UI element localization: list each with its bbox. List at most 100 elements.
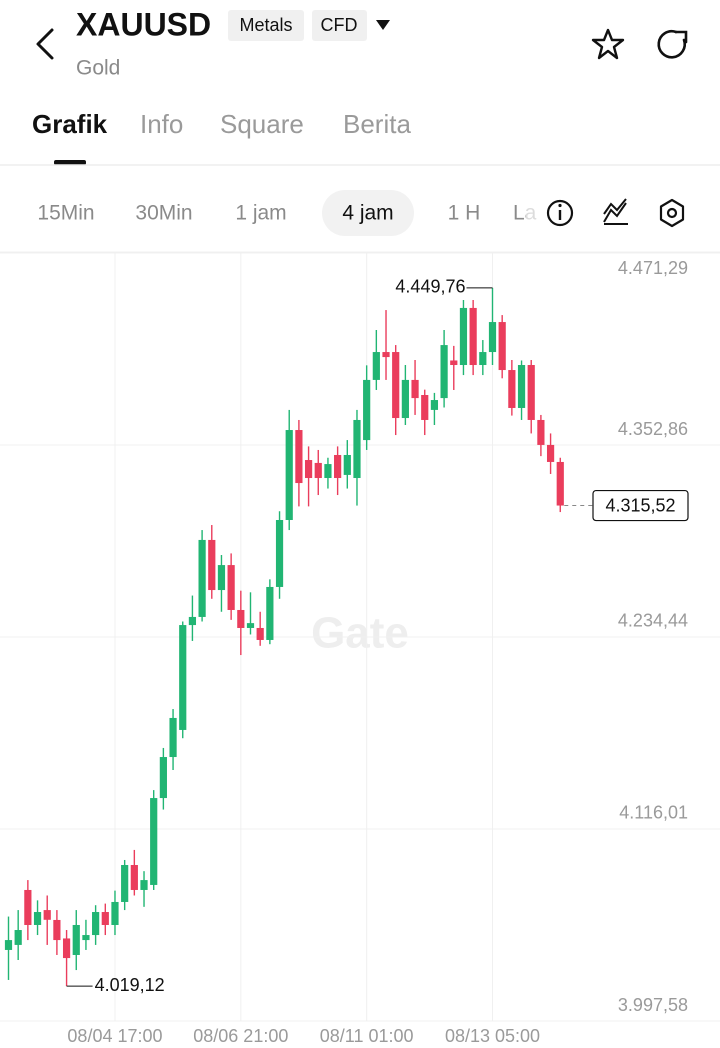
candle-body: [392, 352, 400, 419]
candle-body: [275, 520, 284, 587]
candle-body: [43, 910, 51, 920]
tag: Metals: [239, 15, 292, 35]
candle-body: [111, 901, 119, 925]
candle-body: [92, 912, 100, 936]
candle-body: [4, 940, 13, 950]
instrument-name: Gold: [76, 57, 120, 80]
candle-body: [82, 935, 90, 941]
y-tick-label: 4.352,86: [618, 419, 688, 439]
candle-body: [130, 865, 138, 890]
x-tick-label: 08/11 01:00: [320, 1026, 414, 1046]
fade: [526, 195, 540, 233]
indicator-button[interactable]: [603, 198, 628, 225]
candle-body: [479, 352, 487, 366]
candle-body: [159, 757, 167, 799]
last-price-label: 4.315,52: [605, 495, 675, 515]
x-tick-label: 08/13 05:00: [445, 1026, 540, 1046]
candle-body: [537, 419, 545, 445]
candle-body: [469, 307, 477, 366]
candle-body: [382, 352, 390, 358]
candle-body: [430, 400, 439, 410]
x-tick-label: 08/04 17:00: [67, 1026, 162, 1046]
candle-body: [372, 352, 380, 380]
candle-body: [285, 430, 293, 521]
y-tick-label: 4.471,29: [618, 258, 688, 278]
candle-body: [459, 307, 468, 366]
candle-body: [304, 460, 313, 479]
candle-body: [334, 454, 342, 479]
candle-body: [266, 586, 274, 640]
candle-body: [121, 865, 129, 902]
settings-glyph: [666, 207, 678, 219]
settings-button[interactable]: [659, 198, 685, 228]
candle-body: [324, 464, 332, 479]
candle-body: [227, 565, 235, 610]
candle-body: [440, 345, 448, 399]
candle-body: [498, 322, 506, 371]
candle-body: [53, 919, 61, 941]
candle-body: [256, 627, 264, 640]
back-button[interactable]: [36, 28, 54, 60]
tag-bg: [228, 10, 304, 41]
candle-body: [488, 322, 497, 353]
candle-body: [343, 454, 351, 475]
candle-body: [101, 912, 109, 925]
info-button[interactable]: [546, 199, 574, 227]
y-tick-label: 3.997,58: [618, 995, 688, 1015]
candle-body: [401, 379, 409, 419]
candle-body: [411, 379, 419, 399]
share-button[interactable]: [657, 30, 686, 59]
tab-indicator: [54, 160, 86, 165]
last-price-box: [592, 489, 689, 522]
candle-body: [217, 565, 226, 591]
candle-body: [208, 539, 216, 591]
interval[interactable]: 4 jam: [342, 202, 393, 225]
candle-body: [527, 365, 535, 420]
tabs: Grafik Info Square Berita: [32, 109, 411, 165]
candle-body: [198, 539, 206, 617]
tag[interactable]: CFD: [321, 15, 358, 35]
tab[interactable]: Square: [220, 109, 304, 139]
candle-body: [33, 912, 42, 925]
candle-body: [546, 444, 555, 462]
chart: Gate 3.997,58 4.116,01 4.234,44 4.352,86 4.47…: [0, 252, 720, 1046]
candle-body: [246, 623, 255, 628]
candle-body: [353, 419, 361, 479]
candle-body: [179, 625, 187, 730]
candle-body: [363, 379, 371, 441]
tab[interactable]: Grafik: [32, 109, 108, 139]
symbol: XAUUSD: [76, 6, 211, 42]
dropdown-arrow[interactable]: [376, 20, 390, 30]
tab[interactable]: Berita: [343, 109, 411, 139]
interval-pill: [322, 190, 414, 236]
candle-body: [72, 924, 80, 955]
candle-body: [517, 365, 526, 408]
y-tick-label: 4.116,01: [619, 803, 688, 823]
candle-body: [188, 616, 197, 626]
info-dot: [558, 203, 562, 208]
candle-body: [450, 360, 458, 366]
share-arrow: [674, 30, 688, 44]
candle-body: [421, 395, 429, 420]
interval[interactable]: 30Min: [135, 202, 192, 225]
candle-body: [508, 370, 516, 408]
candle-body: [140, 880, 148, 890]
candle-body: [314, 462, 322, 479]
interval[interactable]: 1 H: [448, 202, 481, 225]
favorite-button[interactable]: [591, 28, 625, 60]
candle-body: [24, 889, 32, 925]
candle-body: [295, 430, 303, 484]
tab[interactable]: Info: [140, 109, 183, 139]
high-marker-label: 4.449,76: [395, 277, 465, 297]
candle-body: [237, 609, 245, 628]
low-marker-label: 4.019,12: [95, 975, 165, 995]
candle-body: [169, 717, 177, 758]
watermark: Gate: [311, 609, 409, 658]
x-tick-label: 08/06 21:00: [193, 1026, 288, 1046]
interval-bar: 15Min 30Min 1 jam 4 jam 1 H La: [37, 190, 540, 236]
interval[interactable]: 1 jam: [235, 202, 286, 225]
interval[interactable]: 15Min: [37, 202, 94, 225]
tag-bg: [312, 10, 367, 41]
